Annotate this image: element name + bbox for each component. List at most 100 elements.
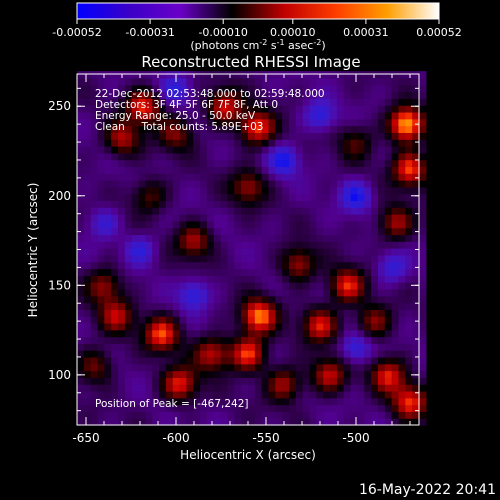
heatmap-cell [124, 227, 133, 236]
heatmap-cell [282, 200, 290, 208]
heatmap-cell [282, 254, 290, 263]
heatmap-cell [295, 111, 304, 120]
heatmap-cell [165, 180, 174, 188]
heatmap-cell [172, 404, 181, 412]
heatmap-cell [172, 105, 181, 113]
heatmap-cell [248, 261, 256, 270]
heatmap-cell [419, 377, 427, 385]
heatmap-cell [302, 152, 311, 161]
heatmap-cell [377, 77, 386, 86]
heatmap-cell [152, 98, 160, 106]
heatmap-cell [97, 302, 105, 310]
heatmap-cell [261, 152, 270, 161]
heatmap-cell [152, 105, 160, 113]
heatmap-cell [206, 418, 215, 426]
heatmap-cell [165, 248, 174, 256]
heatmap-cell [241, 166, 249, 174]
heatmap-cell [248, 309, 256, 317]
heatmap-cell [391, 322, 400, 331]
colorbar-strip [76, 2, 440, 20]
heatmap-cell [357, 139, 365, 147]
heatmap-cell [152, 166, 160, 174]
heatmap-cell [309, 173, 317, 181]
heatmap-cell [152, 207, 160, 215]
heatmap-cell [289, 220, 297, 229]
heatmap-cell [254, 180, 263, 188]
heatmap-cell [377, 193, 386, 202]
heatmap-cell [384, 111, 393, 120]
heatmap-cell [282, 309, 290, 317]
heatmap-cell [186, 111, 194, 120]
heatmap-cell [330, 261, 338, 270]
heatmap-cell [227, 125, 235, 133]
heatmap-cell [336, 418, 345, 426]
heatmap-cell [165, 254, 174, 263]
heatmap-cell [111, 193, 119, 202]
heatmap-cell [248, 84, 256, 93]
heatmap-cell [138, 404, 146, 412]
heatmap-cell [104, 105, 112, 113]
heatmap-cell [206, 275, 215, 283]
heatmap-cell [261, 71, 270, 79]
heatmap-cell [186, 397, 194, 406]
heatmap-cell [289, 384, 297, 392]
heatmap-cell [357, 404, 365, 412]
heatmap-cell [295, 77, 304, 86]
heatmap-cell [405, 329, 413, 338]
heatmap-cell [405, 84, 413, 93]
heatmap-cell [159, 302, 167, 310]
heatmap-cell [289, 350, 297, 358]
heatmap-cell [377, 207, 386, 215]
heatmap-cell [295, 84, 304, 93]
heatmap-cell [213, 282, 222, 290]
heatmap-cell [289, 343, 297, 351]
heatmap-cell [145, 322, 153, 331]
heatmap-cell [330, 377, 338, 385]
heatmap-cell [213, 166, 222, 174]
heatmap-cell [377, 316, 386, 324]
heatmap-cell [77, 145, 85, 154]
heatmap-cell [419, 309, 427, 317]
heatmap-cell [131, 227, 140, 236]
heatmap-cell [213, 316, 222, 324]
heatmap-cell [330, 220, 338, 229]
heatmap-cell [118, 132, 126, 140]
heatmap-cell [90, 336, 99, 344]
heatmap-cell [412, 248, 420, 256]
heatmap-cell [357, 200, 365, 208]
heatmap-cell [275, 152, 283, 161]
heatmap-cell [419, 132, 427, 140]
heatmap-cell [282, 288, 290, 297]
heatmap-cell [172, 98, 181, 106]
heatmap-cell [398, 248, 406, 256]
heatmap-cell [83, 193, 92, 202]
heatmap-cell [138, 91, 146, 99]
heatmap-cell [343, 390, 352, 399]
heatmap-cell [227, 343, 235, 351]
heatmap-cell [165, 295, 174, 304]
heatmap-cell [206, 316, 215, 324]
heatmap-cell [330, 384, 338, 392]
heatmap-cell [97, 322, 105, 331]
heatmap-cell [124, 234, 133, 242]
heatmap-cell [254, 316, 263, 324]
heatmap-cell [357, 193, 365, 202]
heatmap-cell [316, 404, 324, 412]
heatmap-cell [268, 411, 276, 419]
heatmap-cell [213, 159, 222, 168]
heatmap-cell [391, 214, 400, 222]
heatmap-cell [330, 390, 338, 399]
heatmap-cell [145, 241, 153, 249]
heatmap-cell [412, 145, 420, 154]
heatmap-cell [377, 282, 386, 290]
heatmap-cell [111, 180, 119, 188]
heatmap-cell [172, 384, 181, 392]
heatmap-cell [268, 91, 276, 99]
heatmap-cell [405, 173, 413, 181]
heatmap-cell [419, 241, 427, 249]
heatmap-cell [159, 91, 167, 99]
heatmap-cell [357, 316, 365, 324]
heatmap-cell [165, 234, 174, 242]
heatmap-cell [111, 350, 119, 358]
heatmap-cell [343, 125, 352, 133]
